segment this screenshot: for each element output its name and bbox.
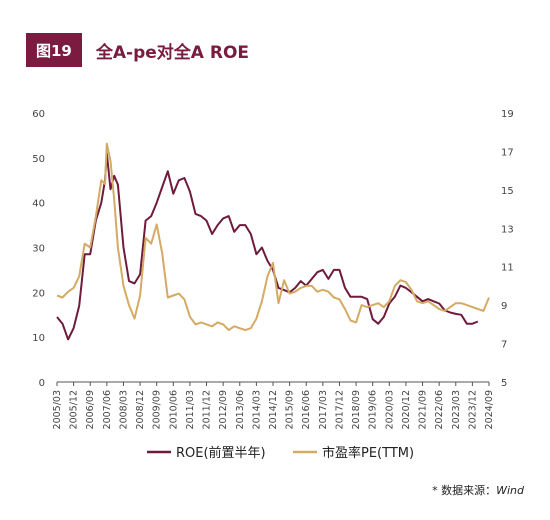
chart-lines <box>56 142 490 341</box>
x-tick-label: 2019/06 <box>368 390 379 429</box>
x-tick-label: 2024/09 <box>484 390 495 429</box>
right-tick-label: 13 <box>501 224 514 235</box>
x-tick-label: 2011/03 <box>185 390 196 429</box>
x-tick-label: 2006/09 <box>85 390 96 429</box>
right-tick-label: 17 <box>501 147 514 158</box>
x-tick-label: 2005/12 <box>69 390 80 429</box>
x-tick-label: 2008/12 <box>135 390 146 429</box>
right-tick-label: 7 <box>501 340 507 351</box>
right-tick-label: 15 <box>501 186 514 197</box>
right-tick-label: 19 <box>501 109 514 120</box>
figure-header: 图19 全A-pe对全A ROE <box>26 33 249 67</box>
x-tick-label: 2022/06 <box>434 390 445 429</box>
left-tick-label: 30 <box>32 244 45 255</box>
x-tick-label: 2017/03 <box>318 390 329 429</box>
roe-series-line <box>56 152 479 341</box>
source-prefix: * 数据来源： <box>432 484 497 497</box>
x-tick-label: 2021/09 <box>418 390 429 429</box>
right-tick-label: 5 <box>501 378 507 389</box>
data-source-note: * 数据来源：Wind <box>432 482 524 498</box>
left-tick-label: 20 <box>32 288 45 299</box>
x-tick-label: 2011/12 <box>202 390 213 429</box>
right-tick-label: 9 <box>501 301 507 312</box>
x-tick-label: 2016/06 <box>301 390 312 429</box>
chart-title: 全A-pe对全A ROE <box>95 42 250 63</box>
figure-number-badge: 图19 <box>26 33 82 67</box>
chart-axes: 0 10 20 30 40 50 60 5 7 9 11 13 15 17 19 2005/03 2005/12… <box>32 109 513 429</box>
source-name: Wind <box>496 484 524 497</box>
x-tick-label: 2018/09 <box>351 390 362 429</box>
left-tick-label: 60 <box>32 109 45 120</box>
x-tick-label: 2013/06 <box>235 390 246 429</box>
x-tick-label: 2005/03 <box>52 390 63 429</box>
x-tick-label: 2023/03 <box>451 390 462 429</box>
left-tick-label: 40 <box>32 199 45 210</box>
x-tick-label: 2009/09 <box>152 390 163 429</box>
pe-series-line <box>56 142 490 332</box>
x-tick-label: 2020/03 <box>384 390 395 429</box>
x-tick-label: 2007/06 <box>102 390 113 429</box>
x-tick-label: 2012/09 <box>218 390 229 429</box>
x-tick-label: 2014/03 <box>251 390 262 429</box>
x-tick-label: 2023/12 <box>467 390 478 429</box>
left-tick-label: 10 <box>32 333 45 344</box>
legend-label: 市盈率PE(TTM) <box>322 445 414 461</box>
x-tick-label: 2010/06 <box>168 390 179 429</box>
x-tick-label: 2020/12 <box>401 390 412 429</box>
x-tick-label: 2008/03 <box>118 390 129 429</box>
left-tick-label: 0 <box>39 378 45 389</box>
legend-label: ROE(前置半年) <box>176 445 266 461</box>
chart-legend: ROE(前置半年) 市盈率PE(TTM) <box>147 445 414 461</box>
left-tick-label: 50 <box>32 154 45 165</box>
x-tick-label: 2014/12 <box>268 390 279 429</box>
x-tick-label: 2015/09 <box>285 390 296 429</box>
x-tick-label: 2017/12 <box>334 390 345 429</box>
right-tick-label: 11 <box>501 263 514 274</box>
